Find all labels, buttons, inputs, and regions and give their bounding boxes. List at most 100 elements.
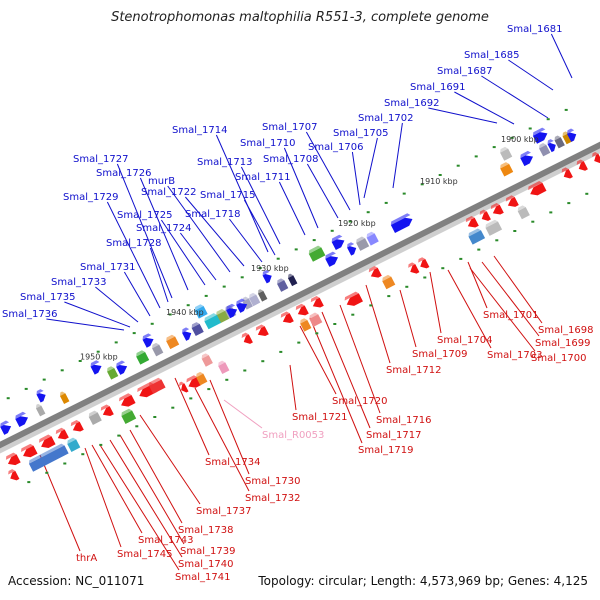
gene-feature [166, 334, 180, 350]
label-leader-line [215, 134, 269, 253]
tick-dot [114, 341, 118, 344]
tick-dot [117, 434, 121, 437]
gene-feature [100, 404, 114, 417]
label-leader-line [99, 444, 180, 571]
gene-feature [309, 312, 323, 327]
gene-feature [300, 318, 312, 332]
label-leader-line [139, 414, 201, 505]
tick-dot [477, 248, 481, 251]
gene-label-forward: Smal_1725 [117, 210, 172, 221]
gene-feature [8, 469, 20, 481]
label-leader-line [139, 177, 189, 291]
label-leader-line [278, 181, 306, 236]
gene-label-forward: Smal_1724 [136, 223, 191, 234]
label-leader-line [243, 199, 276, 256]
gene-feature [310, 295, 324, 308]
gene-label-forward: Smal_1708 [263, 154, 318, 165]
gene-label-forward: Smal_1713 [197, 157, 252, 168]
tick-dot [189, 397, 193, 400]
gene-feature [55, 427, 69, 440]
gene-label-forward: Smal_1726 [96, 168, 151, 179]
gene-label-forward: Smal_1729 [63, 192, 118, 203]
label-leader-line [481, 261, 540, 337]
gene-feature [567, 128, 577, 142]
map-title: Stenotrophomonas maltophilia R551-3, com… [111, 10, 489, 25]
gene-feature [36, 389, 46, 403]
label-leader-line [469, 267, 536, 352]
gene-feature [408, 262, 420, 274]
gene-feature [142, 333, 154, 348]
gene-feature [28, 443, 69, 472]
gene-feature [90, 360, 102, 375]
tick-dot [549, 211, 553, 214]
gene-feature [562, 131, 573, 145]
gene-feature [15, 411, 29, 428]
gene-feature [149, 377, 166, 394]
tick-dot [27, 481, 31, 484]
tick-dot [99, 443, 103, 446]
label-leader-line [109, 439, 183, 558]
label-leader-line [309, 317, 363, 444]
label-leader-line [209, 379, 250, 475]
label-leader-line [160, 219, 206, 286]
label-leader-line [64, 301, 131, 328]
gene-label-reverse: Smal_1738 [178, 525, 233, 536]
gene-label-reverse: Smal_1745 [117, 549, 172, 560]
gene-label-rna: Smal_R0053 [262, 430, 324, 441]
gene-label-forward: Smal_1728 [106, 238, 161, 249]
gene-label-forward: Smal_1705 [333, 128, 388, 139]
gene-feature [21, 443, 38, 458]
tick-dot [135, 425, 139, 428]
tick-dot [258, 267, 262, 269]
gene-label-reverse: Smal_1700 [531, 353, 586, 364]
gene-feature [505, 195, 519, 207]
gene-feature [257, 289, 268, 302]
tick-dot [81, 453, 85, 456]
gene-feature [88, 410, 102, 425]
label-leader-line [467, 261, 488, 309]
label-leader-line [46, 318, 125, 331]
tick-dot [567, 202, 571, 205]
gene-feature [576, 159, 588, 171]
gene-feature [561, 167, 573, 179]
label-leader-line [306, 163, 339, 219]
label-leader-line [116, 163, 173, 299]
tick-dot [531, 220, 535, 223]
tick-dot [384, 201, 388, 204]
tick-dot [297, 341, 301, 344]
tick-dot [564, 108, 568, 111]
gene-label-forward: Smal_1692 [384, 98, 439, 109]
tick-dot [294, 248, 298, 251]
gene-label-forward: Smal_1687 [437, 66, 492, 77]
kbp-tick-label: 1900 kbp [501, 135, 539, 144]
label-leader-line [508, 59, 554, 91]
label-leader-line [392, 122, 403, 189]
label-leader-line [119, 434, 185, 545]
tick-dot [276, 257, 280, 260]
gene-feature [236, 298, 248, 313]
gene-label-reverse: Smal_1734 [205, 457, 260, 468]
label-leader-line [194, 387, 250, 492]
gene-feature [356, 236, 370, 251]
gene-label-reverse: Smal_1704 [437, 335, 492, 346]
tick-dot [546, 118, 550, 121]
tick-dot [153, 416, 157, 418]
gene-feature [295, 303, 309, 316]
tick-dot [513, 230, 517, 232]
gene-feature [500, 162, 514, 177]
label-leader-line [365, 284, 391, 364]
kbp-tick-label: 1930 kbp [251, 264, 289, 273]
label-leader-line [39, 454, 81, 552]
gene-feature [249, 292, 261, 307]
gene-feature [277, 278, 289, 292]
gene-feature [366, 231, 379, 246]
tick-dot [261, 360, 265, 363]
gene-feature [107, 366, 119, 380]
gene-label-reverse: Smal_1719 [358, 445, 413, 456]
gene-feature [179, 381, 189, 393]
label-leader-line [95, 286, 139, 323]
gene-feature [67, 437, 81, 452]
tick-dot [204, 294, 208, 297]
gene-label-forward: Smal_1706 [308, 142, 363, 153]
gene-label-reverse: Smal_1739 [180, 546, 235, 557]
